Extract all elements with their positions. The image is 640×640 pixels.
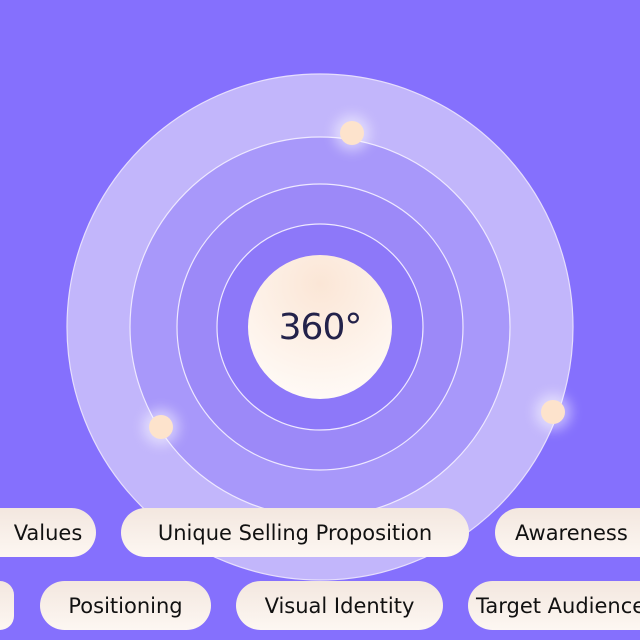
core-circle [248, 255, 392, 399]
center-label: 360° [278, 306, 363, 348]
tag-awareness[interactable]: Awareness [495, 508, 640, 557]
tag-label: Visual Identity [264, 593, 415, 618]
tag-label: Unique Selling Proposition [157, 520, 433, 545]
tag-unique-selling-proposition[interactable]: Unique Selling Proposition [121, 508, 469, 557]
tag-label: Awareness [515, 520, 628, 545]
orbit-dot [340, 121, 364, 145]
tag-positioning[interactable]: Positioning [40, 581, 211, 630]
tag-values[interactable]: Values [0, 508, 96, 557]
tag-label: Values [13, 520, 83, 545]
orbit-dot [541, 400, 565, 424]
tag-visual-identity[interactable]: Visual Identity [236, 581, 443, 630]
tag-target-audience[interactable]: Target Audience [468, 581, 640, 630]
orbit-dot [149, 415, 173, 439]
tag-label: Target Audience [476, 593, 640, 618]
tag-partial[interactable] [0, 581, 14, 630]
tag-label: Positioning [68, 593, 183, 618]
